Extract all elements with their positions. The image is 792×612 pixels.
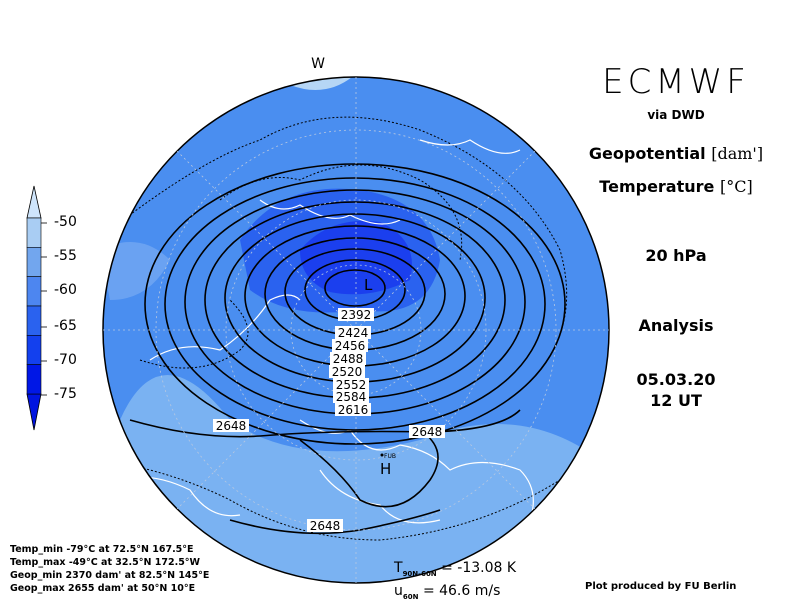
field1-name: Geopotential (588, 144, 706, 163)
valid-time: 12 UT (650, 391, 702, 410)
colorbar-label: -50 (54, 214, 77, 230)
contour-label: 2456 (335, 339, 366, 353)
wind-index: u60N = 46.6 m/s (394, 583, 516, 606)
colorbar-box (26, 305, 42, 336)
contour-label-bg (329, 365, 365, 378)
contour-label-bg (332, 339, 368, 352)
contour-label-bg (333, 378, 369, 391)
colorbar-box (26, 276, 42, 307)
field2-unit: [°C] (719, 177, 753, 196)
colorbar (26, 185, 47, 431)
contour-label-bg (213, 419, 249, 432)
t-symbol: T (394, 560, 403, 576)
colorbar-box (26, 364, 42, 395)
t-subscript: 90N-60N (402, 569, 437, 578)
contour-label: 2392 (341, 308, 372, 322)
contour-label-bg (338, 308, 374, 321)
contour-label: 2520 (332, 365, 363, 379)
contour-label-bg (335, 403, 371, 416)
colorbar-box (26, 247, 42, 277)
temp-min: Temp_min -79°C at 72.5°N 167.5°E (10, 544, 194, 555)
contour-label-bg (333, 390, 369, 403)
source-label: via DWD (647, 108, 705, 122)
t-value: = -13.08 K (441, 560, 517, 576)
field2-name: Temperature (599, 177, 715, 196)
contour-label: 2424 (338, 326, 369, 340)
colorbar-bottom-arrow (26, 393, 42, 431)
field1-unit: [dam'] (711, 144, 764, 163)
field1-label: Geopotential [dam'] (560, 144, 792, 163)
contour-label-bg (307, 519, 343, 532)
contour-label: 2488 (333, 352, 364, 366)
contour-label-bg (409, 425, 445, 438)
colorbar-label: -70 (54, 352, 77, 368)
contour-label: 2584 (336, 390, 367, 404)
geop-max: Geop_max 2655 dam' at 50°N 10°E (10, 583, 196, 594)
credit-line: Plot produced by FU Berlin (585, 581, 737, 592)
contour-label: 2616 (338, 403, 369, 417)
temp-max: Temp_max -49°C at 32.5°N 172.5°W (10, 557, 201, 568)
edge-marker-w: W (311, 56, 325, 72)
station-dot (380, 453, 384, 457)
warm-patch-west (103, 241, 170, 300)
colorbar-label: -55 (54, 248, 77, 264)
contour-label-bg (330, 352, 366, 365)
product-type: Analysis (638, 316, 714, 335)
pressure-level: 20 hPa (645, 246, 707, 265)
contour-label: 2648 (216, 419, 247, 433)
contour-label: 2552 (336, 378, 367, 392)
colorbar-top-arrow (26, 185, 42, 219)
geop-min: Geop_min 2370 dam' at 82.5°N 145°E (10, 570, 210, 581)
colorbar-label: -60 (54, 282, 77, 298)
station-marker: FUB (384, 453, 396, 460)
u-value: = 46.6 m/s (422, 582, 501, 599)
contour-label: 2648 (412, 425, 443, 439)
contour-label: 2648 (310, 519, 341, 533)
statistics-block: Temp_min -79°C at 72.5°N 167.5°E Temp_ma… (10, 543, 209, 595)
colorbar-box (26, 335, 42, 365)
low-marker: L (364, 276, 373, 294)
u-symbol: u (394, 582, 403, 599)
colorbar-label: -65 (54, 318, 77, 334)
temperature-index: T90N-60N = -13.08 K (394, 560, 516, 583)
contour-label-bg (335, 326, 371, 339)
high-marker: H (380, 460, 391, 478)
colorbar-box (26, 217, 42, 248)
colorbar-label: -75 (54, 386, 77, 402)
field2-label: Temperature [°C] (560, 177, 792, 196)
valid-date: 05.03.20 (636, 370, 716, 389)
brand-title: ECMWF (602, 62, 750, 102)
indices-block: T90N-60N = -13.08 K u60N = 46.6 m/s (394, 560, 516, 606)
u-subscript: 60N (402, 592, 419, 601)
